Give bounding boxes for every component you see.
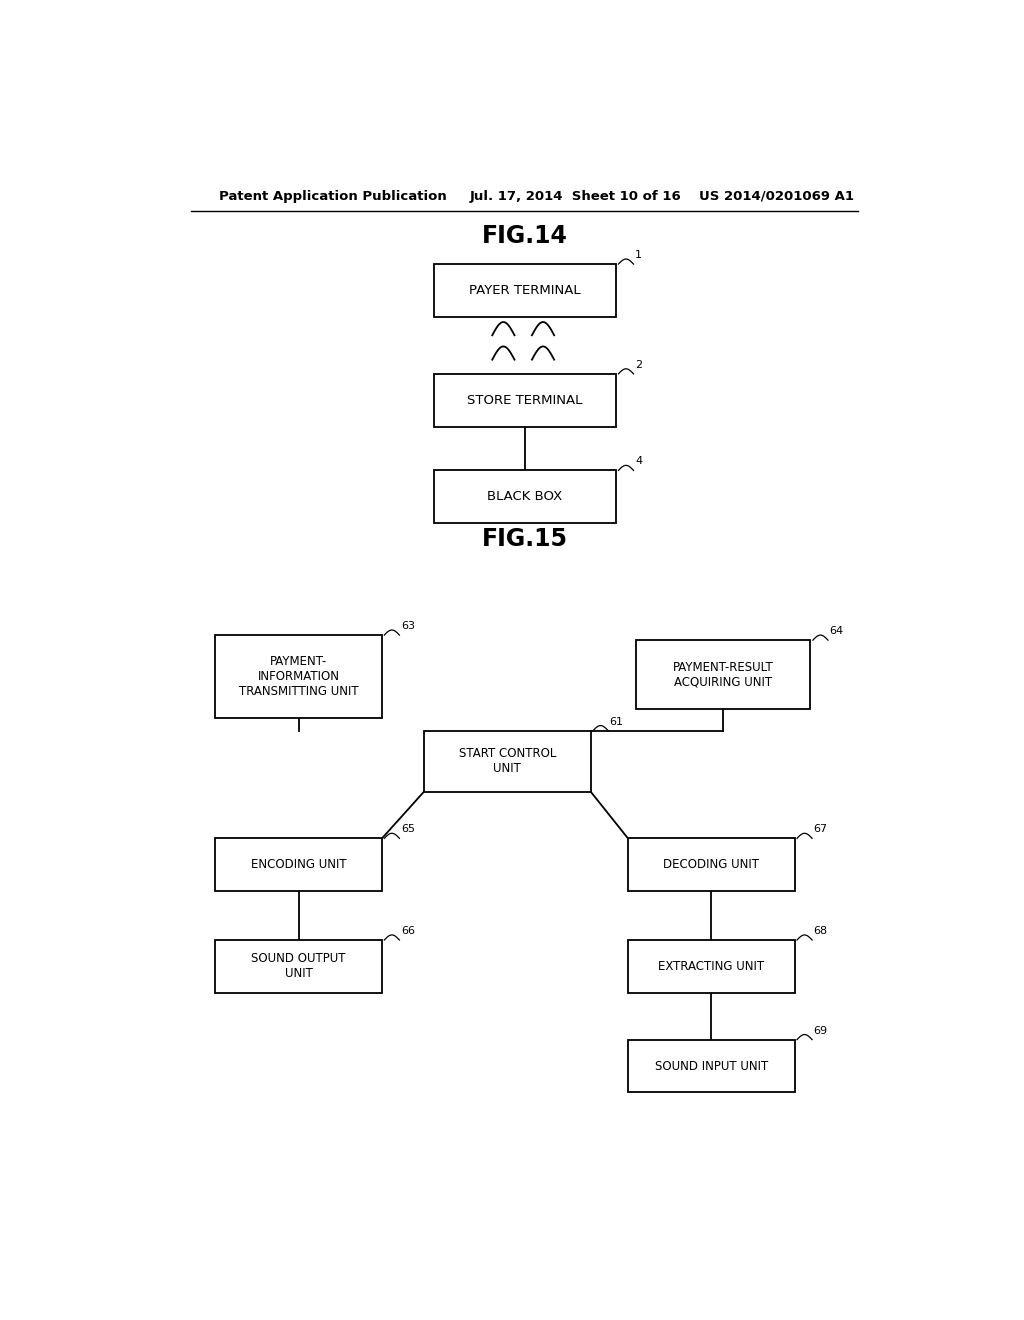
Text: FIG.15: FIG.15 [482, 527, 567, 550]
Text: 61: 61 [609, 717, 624, 726]
FancyBboxPatch shape [215, 940, 382, 993]
Text: PAYER TERMINAL: PAYER TERMINAL [469, 284, 581, 297]
Text: 2: 2 [635, 360, 642, 370]
Text: US 2014/0201069 A1: US 2014/0201069 A1 [699, 190, 854, 202]
Text: 63: 63 [401, 620, 415, 631]
Text: 4: 4 [635, 457, 642, 466]
Text: 66: 66 [401, 925, 415, 936]
FancyBboxPatch shape [636, 640, 811, 709]
Text: SOUND INPUT UNIT: SOUND INPUT UNIT [654, 1060, 768, 1073]
Text: 67: 67 [814, 824, 827, 834]
FancyBboxPatch shape [424, 731, 591, 792]
Text: Jul. 17, 2014  Sheet 10 of 16: Jul. 17, 2014 Sheet 10 of 16 [469, 190, 681, 202]
Text: Patent Application Publication: Patent Application Publication [219, 190, 447, 202]
Text: 65: 65 [401, 824, 415, 834]
FancyBboxPatch shape [433, 470, 616, 523]
Text: PAYMENT-
INFORMATION
TRANSMITTING UNIT: PAYMENT- INFORMATION TRANSMITTING UNIT [239, 655, 358, 698]
Text: 64: 64 [829, 626, 844, 636]
FancyBboxPatch shape [628, 940, 795, 993]
Text: FIG.14: FIG.14 [482, 223, 567, 248]
Text: STORE TERMINAL: STORE TERMINAL [467, 393, 583, 407]
FancyBboxPatch shape [215, 635, 382, 718]
FancyBboxPatch shape [433, 264, 616, 317]
Text: SOUND OUTPUT
UNIT: SOUND OUTPUT UNIT [251, 953, 346, 981]
Text: 68: 68 [814, 925, 827, 936]
FancyBboxPatch shape [628, 838, 795, 891]
FancyBboxPatch shape [215, 838, 382, 891]
Text: BLACK BOX: BLACK BOX [487, 490, 562, 503]
FancyBboxPatch shape [628, 1040, 795, 1093]
Text: 1: 1 [635, 249, 642, 260]
Text: DECODING UNIT: DECODING UNIT [664, 858, 760, 871]
Text: PAYMENT-RESULT
ACQUIRING UNIT: PAYMENT-RESULT ACQUIRING UNIT [673, 661, 773, 689]
Text: 69: 69 [814, 1026, 827, 1036]
Text: EXTRACTING UNIT: EXTRACTING UNIT [658, 960, 764, 973]
FancyBboxPatch shape [433, 374, 616, 426]
Text: START CONTROL
UNIT: START CONTROL UNIT [459, 747, 556, 775]
Text: ENCODING UNIT: ENCODING UNIT [251, 858, 346, 871]
